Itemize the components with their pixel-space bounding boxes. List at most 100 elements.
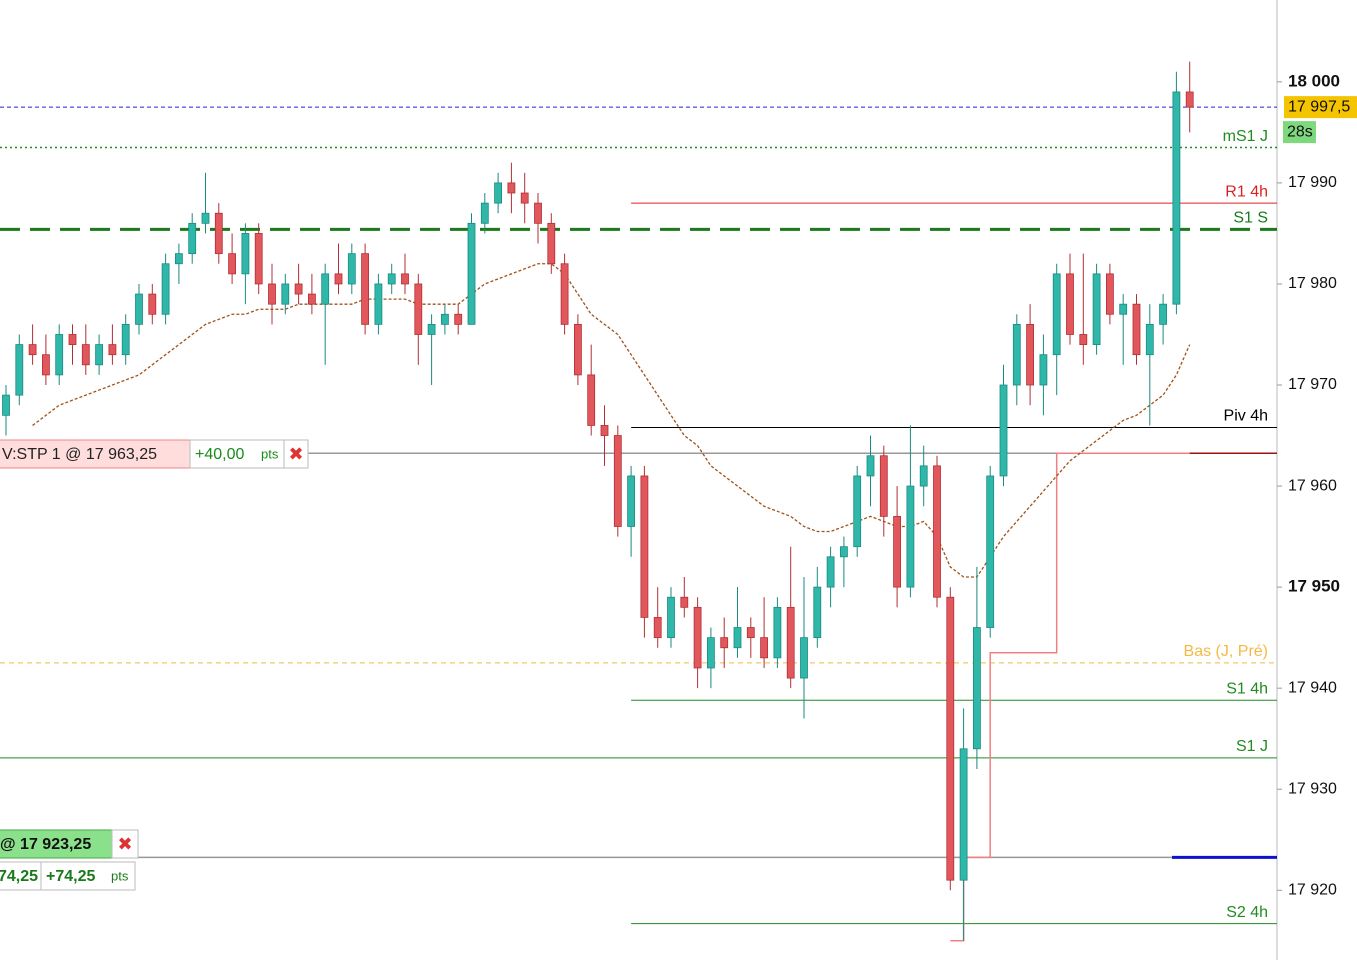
candle-body [507,182,516,194]
candle-body [1092,273,1101,345]
order-label: V:STP 1 @ 17 963,25 [2,446,157,463]
candle-body [986,475,995,628]
candle-body [414,283,423,335]
level-label: Piv 4h [1224,408,1268,425]
candle-body [667,596,675,639]
orders: V:STP 1 @ 17 963,25 +40,00 pts ✖ @ 17 92… [0,439,309,891]
candle-body [254,233,263,285]
order-pnl: +74,25 [46,868,95,885]
cancel-button[interactable] [111,829,139,859]
stop-line [950,452,1190,942]
candle-body [281,283,290,305]
candle-body [15,344,24,396]
candle-body [1106,273,1114,315]
candle-body [893,515,901,588]
level-label: S1 4h [1226,681,1268,698]
candle-body [135,293,143,325]
countdown-tag [1283,121,1316,144]
order-pnl: +40,00 [195,446,244,463]
cancel-icon[interactable]: ✖ [288,444,303,464]
candle-body [42,354,50,376]
candle-body [760,637,768,659]
cancel-button[interactable] [283,439,309,469]
candle-body [494,182,503,204]
candle-body [201,212,210,224]
candle-body [653,617,662,639]
candle-body [853,475,862,548]
candle-body [214,212,223,255]
candle-body [480,202,489,224]
y-tick-label: 17 940 [1288,679,1337,696]
candle-body [1119,303,1128,315]
candle-body [374,283,383,325]
order-box [0,829,113,859]
candle-body [600,425,609,436]
pnl-box [0,861,42,891]
candle-body [919,465,928,487]
candle-body [427,323,436,335]
candle-body [720,637,729,649]
candle-body [1159,303,1167,325]
level-label: S1 J [1236,738,1268,755]
y-tick-label: 17 970 [1288,376,1337,393]
candle-body [68,334,77,345]
candle-body [440,313,449,325]
candle-body [1185,91,1194,108]
level-label: S1 S [1233,210,1268,227]
candle-body [1172,91,1181,305]
candle-body [387,273,396,285]
y-tick-label: 18 000 [1288,71,1340,90]
candle-body [1039,354,1048,386]
candle-body [680,596,689,608]
candle-body [547,222,556,265]
candle-body [707,637,715,669]
level-label: Bas (J, Pré) [1184,643,1268,660]
candle-body [467,222,476,325]
candle-body [81,344,90,366]
candle-body [1145,323,1154,356]
candle-body [534,202,542,224]
candle-body [866,455,875,477]
candle-body [361,253,370,325]
y-tick-label: 17 960 [1288,477,1337,494]
candle-body [786,606,795,679]
candle-body [121,323,130,356]
candle-body [520,192,529,204]
candle-body [148,293,157,315]
candle-body [746,627,755,639]
cancel-icon[interactable]: ✖ [117,834,132,854]
order-unit: pts [261,446,279,461]
pnl-box [40,861,136,891]
candle-body [1066,273,1074,335]
order-unit: pts [111,868,129,883]
order-pnl: 74,25 [0,868,38,885]
order-box [0,439,191,469]
candle-body [773,606,782,659]
plot-layer: mS1 J R1 4h S1 S Piv 4h Bas (J, Pré) S1 4h S1 … [0,61,1277,942]
candle-body [188,222,197,255]
candle-body [294,283,303,295]
candle-body [161,263,170,315]
candle-body [999,384,1008,477]
candle-body [946,596,955,881]
candle-body [241,233,250,275]
y-tick-label: 17 930 [1288,780,1337,797]
y-tick-label: 17 950 [1288,577,1340,596]
y-tick-label: 17 920 [1288,881,1337,898]
candle-body [826,556,835,588]
candle-body [174,253,183,265]
pnl-box [189,439,285,469]
candle-body [560,263,569,325]
candle-body [268,283,276,305]
candle-body [1026,323,1034,386]
candle-body [95,344,103,366]
candle-body [401,273,409,285]
candle-body [228,253,237,275]
candle-body [840,546,848,558]
candle-body [574,323,582,376]
candle-body [1132,303,1141,356]
candle-body [347,253,356,285]
level-label: R1 4h [1225,183,1268,200]
